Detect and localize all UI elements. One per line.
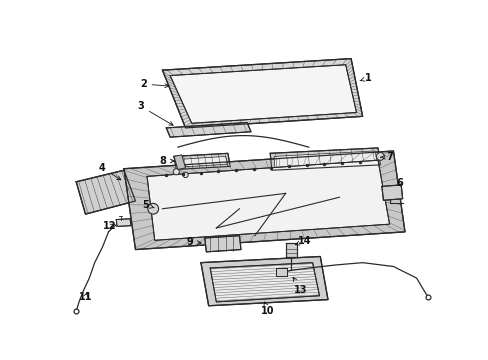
Polygon shape — [270, 148, 380, 170]
Polygon shape — [276, 268, 286, 276]
Text: 14: 14 — [295, 236, 311, 246]
Text: 3: 3 — [137, 101, 173, 125]
Text: 13: 13 — [292, 277, 307, 294]
Polygon shape — [170, 65, 356, 123]
Polygon shape — [178, 156, 227, 167]
Polygon shape — [123, 151, 404, 249]
Text: 1: 1 — [359, 73, 371, 83]
Polygon shape — [201, 256, 327, 306]
Circle shape — [173, 169, 179, 175]
Circle shape — [147, 203, 158, 214]
Polygon shape — [381, 185, 402, 200]
Text: 2: 2 — [140, 79, 168, 89]
Text: 12: 12 — [103, 221, 117, 231]
Circle shape — [183, 172, 188, 177]
Text: 6: 6 — [395, 178, 402, 188]
Text: 8: 8 — [159, 156, 174, 166]
Polygon shape — [76, 170, 135, 214]
Polygon shape — [285, 243, 297, 257]
Polygon shape — [174, 153, 230, 170]
Polygon shape — [210, 263, 319, 302]
Text: 11: 11 — [79, 292, 92, 302]
Polygon shape — [174, 155, 185, 170]
Text: 7: 7 — [380, 152, 392, 162]
Polygon shape — [166, 122, 250, 137]
Circle shape — [376, 153, 384, 160]
Polygon shape — [274, 151, 377, 168]
Polygon shape — [162, 59, 362, 128]
Polygon shape — [204, 236, 241, 252]
Polygon shape — [147, 160, 389, 240]
Text: 10: 10 — [261, 302, 274, 316]
Polygon shape — [116, 219, 131, 226]
Text: 4: 4 — [99, 163, 121, 180]
Text: 5: 5 — [142, 200, 154, 210]
Text: 9: 9 — [185, 237, 201, 247]
